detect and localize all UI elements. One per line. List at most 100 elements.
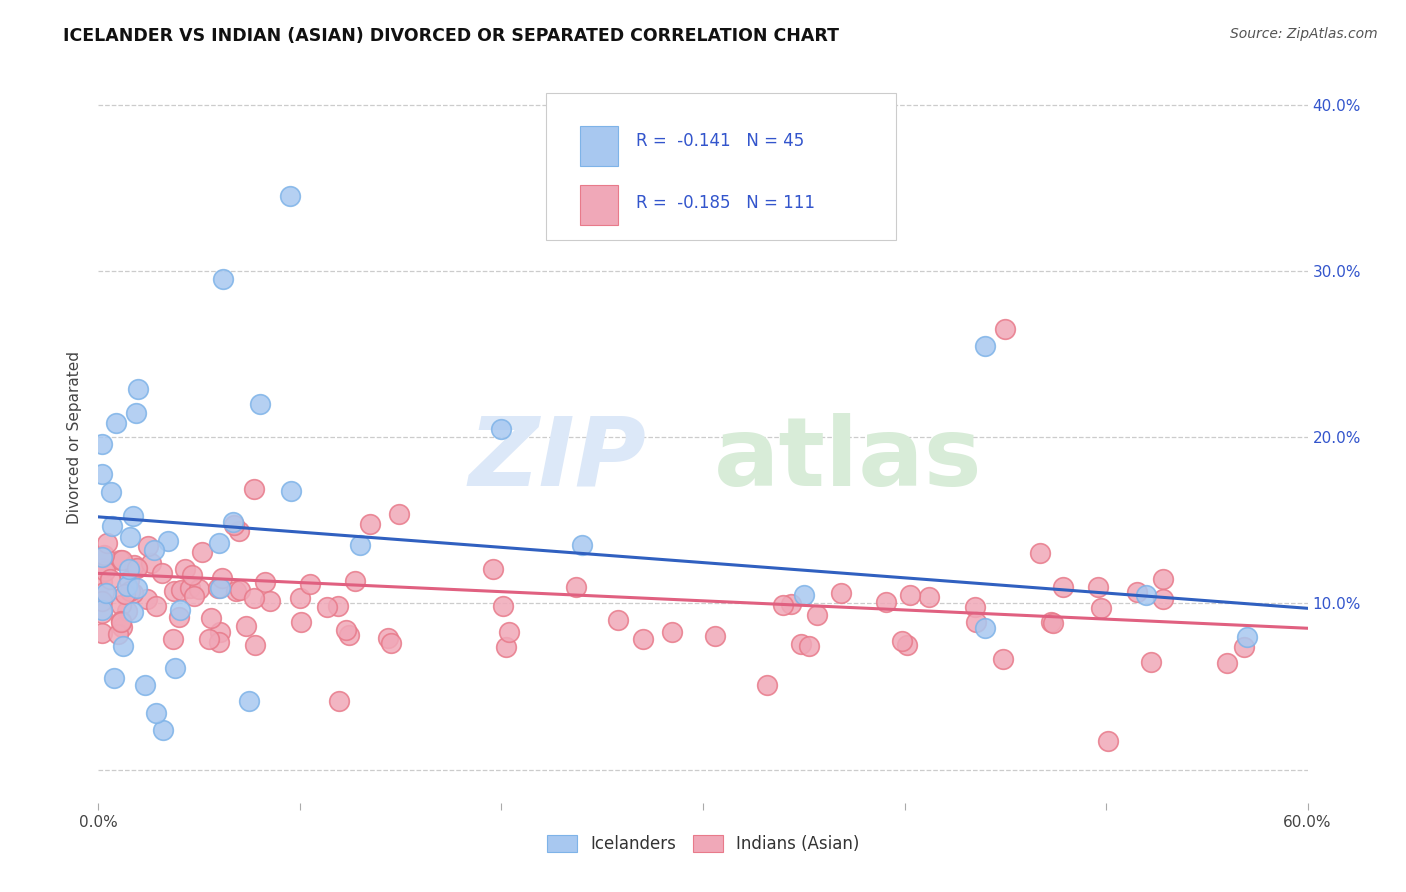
Point: [163, 661, 186, 675]
Text: Source: ZipAtlas.com: Source: ZipAtlas.com: [1230, 27, 1378, 41]
Point: [187, 582, 209, 597]
Point: [1052, 580, 1074, 594]
Point: [238, 694, 260, 708]
Point: [212, 272, 235, 286]
Point: [136, 539, 159, 553]
Point: [121, 586, 143, 600]
Point: [183, 589, 205, 603]
Point: [280, 483, 302, 498]
Point: [100, 484, 122, 499]
Point: [328, 694, 350, 708]
Point: [100, 519, 122, 533]
FancyBboxPatch shape: [546, 94, 897, 240]
Bar: [579, 185, 619, 225]
Point: [249, 397, 271, 411]
Point: [91, 603, 114, 617]
Point: [495, 640, 517, 655]
Point: [1090, 600, 1112, 615]
Point: [704, 629, 727, 643]
Point: [290, 615, 312, 629]
Point: [793, 588, 815, 602]
Point: [492, 599, 515, 613]
Point: [110, 598, 132, 612]
Point: [173, 562, 195, 576]
Point: [111, 553, 134, 567]
Point: [91, 467, 114, 481]
Point: [118, 562, 141, 576]
Point: [118, 573, 141, 587]
Point: [208, 625, 231, 640]
Point: [111, 620, 134, 634]
Point: [136, 592, 159, 607]
Point: [875, 595, 897, 609]
Point: [222, 515, 245, 529]
Point: [661, 624, 683, 639]
Point: [104, 416, 127, 430]
Point: [125, 561, 148, 575]
Point: [157, 534, 180, 549]
Point: [359, 516, 381, 531]
Point: [1152, 592, 1174, 607]
Point: [96, 536, 118, 550]
Point: [772, 598, 794, 612]
Point: [790, 637, 813, 651]
Point: [1216, 656, 1239, 670]
Point: [145, 706, 167, 720]
Point: [208, 536, 231, 550]
Point: [288, 591, 311, 605]
Point: [91, 575, 114, 590]
Point: [190, 544, 212, 558]
Text: R =  -0.185   N = 111: R = -0.185 N = 111: [637, 194, 815, 212]
Legend: Icelanders, Indians (Asian): Icelanders, Indians (Asian): [547, 835, 859, 853]
Point: [207, 582, 229, 596]
Point: [316, 599, 339, 614]
Point: [631, 632, 654, 647]
Point: [111, 639, 134, 653]
Point: [254, 574, 277, 589]
Point: [179, 581, 201, 595]
Point: [93, 549, 115, 563]
Point: [328, 599, 350, 613]
Point: [198, 632, 221, 646]
Point: [259, 594, 281, 608]
Point: [118, 583, 141, 598]
Text: ZIP: ZIP: [470, 412, 647, 506]
Point: [779, 597, 801, 611]
Point: [339, 628, 361, 642]
Point: [1135, 588, 1157, 602]
Point: [122, 509, 145, 524]
Text: ICELANDER VS INDIAN (ASIAN) DIVORCED OR SEPARATED CORRELATION CHART: ICELANDER VS INDIAN (ASIAN) DIVORCED OR …: [63, 27, 839, 45]
Point: [1040, 615, 1063, 630]
Point: [122, 558, 145, 572]
Point: [965, 615, 987, 629]
Point: [756, 678, 779, 692]
Point: [107, 626, 129, 640]
Point: [117, 579, 139, 593]
Point: [388, 508, 411, 522]
Point: [564, 580, 586, 594]
Point: [110, 553, 132, 567]
Point: [335, 623, 357, 637]
Point: [571, 538, 593, 552]
Point: [167, 610, 190, 624]
Point: [94, 564, 117, 578]
Point: [180, 568, 202, 582]
Point: [607, 613, 630, 627]
Point: [170, 583, 193, 598]
Point: [152, 566, 174, 581]
Y-axis label: Divorced or Separated: Divorced or Separated: [67, 351, 83, 524]
Bar: [579, 127, 619, 167]
Point: [377, 631, 399, 645]
Point: [91, 607, 114, 621]
Point: [1140, 656, 1163, 670]
Point: [229, 583, 252, 598]
Point: [91, 437, 114, 451]
Point: [122, 605, 145, 619]
Point: [125, 561, 148, 575]
Point: [103, 671, 125, 685]
Point: [115, 604, 138, 618]
Point: [127, 581, 149, 595]
Point: [91, 549, 114, 563]
Point: [243, 591, 266, 606]
Point: [898, 588, 921, 602]
